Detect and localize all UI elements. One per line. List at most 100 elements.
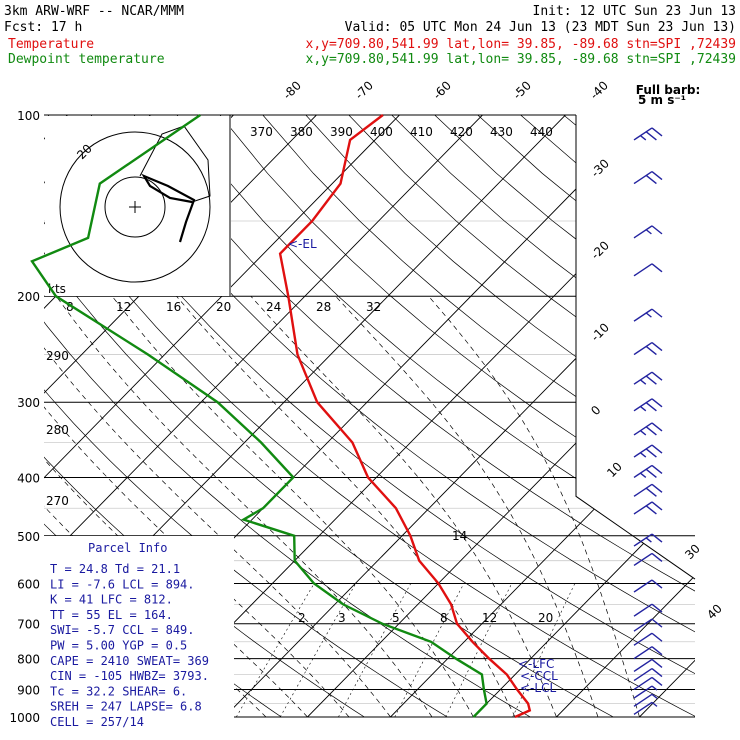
dry-adiabat xyxy=(44,115,695,717)
wind-barb xyxy=(633,693,658,707)
dry-adiabat xyxy=(90,115,695,717)
dry-adiabat xyxy=(606,115,695,717)
dew-legend-info: x,y=709.80,541.99 lat,lon= 39.85, -89.68… xyxy=(306,52,736,67)
parcel-info-row: K = 41 LFC = 812. xyxy=(50,593,173,607)
dry-adiabat xyxy=(520,115,695,717)
mixing-ratio-line xyxy=(279,583,357,717)
parcel-info-row: SWI= -5.7 CCL = 849. xyxy=(50,623,195,637)
dew-legend-label: Dewpoint temperature xyxy=(8,52,165,67)
pressure-tick-label: 700 xyxy=(17,618,40,632)
parcel-info-row: CAPE = 2410 SWEAT= 369 xyxy=(50,654,209,668)
wind-barb xyxy=(633,422,663,436)
dry-adiabat xyxy=(434,115,695,717)
mixing-ratio-label: 5 xyxy=(392,611,400,625)
temperature-line xyxy=(278,114,532,719)
wind-barb xyxy=(633,646,663,660)
isotherm-line xyxy=(44,115,400,717)
parcel-info-row: Tc = 32.2 SHEAR= 6. xyxy=(50,684,187,698)
isotherm-mid-label: 14 xyxy=(452,529,467,543)
wind-barb xyxy=(633,263,663,277)
isotherm-line xyxy=(723,115,740,717)
ccl-marker: <-CCL xyxy=(520,669,558,683)
level-markers: <-EL <-LFC<-CCL<-LCL xyxy=(288,237,558,695)
isotherm-line xyxy=(44,115,483,717)
wind-barb xyxy=(633,444,663,458)
wind-barb xyxy=(633,225,663,239)
wind-barb xyxy=(633,668,663,682)
el-marker: <-EL xyxy=(288,237,317,251)
isotherm-top-label: -70 xyxy=(352,78,376,102)
dry-adiabat xyxy=(47,115,695,717)
dry-adiabat xyxy=(262,115,695,717)
isotherm-right-label: 10 xyxy=(604,459,625,480)
parcel-info-row: T = 24.8 Td = 21.1 xyxy=(50,562,180,576)
dry-adiabat xyxy=(563,115,695,717)
parcel-info-row: CELL = 257/14 xyxy=(50,715,144,729)
theta-label: 370 xyxy=(250,125,273,139)
theta-label: 420 xyxy=(450,125,473,139)
theta-left-label: 290 xyxy=(46,349,69,363)
temp-legend-label: Temperature xyxy=(8,37,94,52)
pressure-tick-label: 100 xyxy=(17,109,40,123)
theta-left-label: 280 xyxy=(46,423,69,437)
isotherm-line xyxy=(307,115,695,717)
dry-adiabat xyxy=(477,115,695,717)
pressure-tick-label: 200 xyxy=(17,290,40,304)
parcel-info-row: CIN = -105 HWBZ= 3793. xyxy=(50,669,209,683)
wind-barb xyxy=(633,501,663,515)
thetae-label: 12 xyxy=(116,300,131,314)
wind-barb xyxy=(633,398,663,412)
pressure-tick-label: 400 xyxy=(17,471,40,485)
isotherm-line xyxy=(390,115,695,717)
wind-barb xyxy=(633,533,663,547)
lfc-marker: <-LFC xyxy=(518,657,554,671)
forecast-hour: Fcst: 17 h xyxy=(4,20,82,35)
mixing-ratio-line xyxy=(236,583,315,717)
valid-time: Valid: 05 UTC Mon 24 Jun 13 (23 MDT Sun … xyxy=(345,20,736,35)
hodograph-trace-upper xyxy=(139,125,211,203)
thetae-label: 20 xyxy=(216,300,231,314)
theta-label: 440 xyxy=(530,125,553,139)
wind-barb xyxy=(633,483,663,497)
moist-adiabat xyxy=(335,295,599,717)
wind-barb xyxy=(633,371,663,385)
dry-adiabat xyxy=(176,115,695,717)
mixing-ratio-line xyxy=(445,583,513,717)
theta-left-label: 270 xyxy=(46,494,69,508)
sounding-profiles xyxy=(30,114,532,719)
mixing-ratio-line xyxy=(394,583,465,717)
parcel-info-row: PW = 5.00 YGP = 0.5 xyxy=(50,639,187,653)
wind-barb xyxy=(633,676,663,691)
pressure-tick-label: 500 xyxy=(17,530,40,544)
parcel-info-panel: Parcel Info T = 24.8 Td = 21.1LI = -7.6 … xyxy=(44,536,234,729)
dry-adiabat xyxy=(305,115,695,717)
moist-adiabat xyxy=(44,296,350,717)
pressure-tick-label: 600 xyxy=(17,577,40,591)
mixing-ratio-label: 20 xyxy=(538,611,553,625)
isotherm-line xyxy=(473,115,695,717)
wind-barb xyxy=(633,171,663,185)
hodograph-bg xyxy=(45,116,231,296)
diagram-edge xyxy=(575,115,696,580)
mixing-ratio-label: 2 xyxy=(298,611,306,625)
isotherm-top-label: -80 xyxy=(280,78,304,102)
init-time: Init: 12 UTC Sun 23 Jun 13 xyxy=(533,4,737,19)
dry-adiabat xyxy=(44,115,531,717)
isotherm-line xyxy=(556,115,695,717)
wind-barb xyxy=(633,685,658,699)
dewpoint-line xyxy=(30,114,488,718)
mixing-ratio-label: 12 xyxy=(482,611,497,625)
pressure-tick-label: 300 xyxy=(17,396,40,410)
dry-adiabat xyxy=(219,115,695,717)
mixing-ratio-label: 8 xyxy=(440,611,448,625)
isotherm-right-label: -30 xyxy=(588,156,612,180)
wind-barb xyxy=(633,464,663,479)
wind-barb xyxy=(633,618,663,632)
wind-barb xyxy=(633,603,663,617)
isotherm-top-label: -60 xyxy=(430,78,454,102)
isotherm-line xyxy=(224,115,695,717)
isotherm-top-label: -50 xyxy=(510,78,534,102)
mixing-ratio-label: 3 xyxy=(338,611,346,625)
